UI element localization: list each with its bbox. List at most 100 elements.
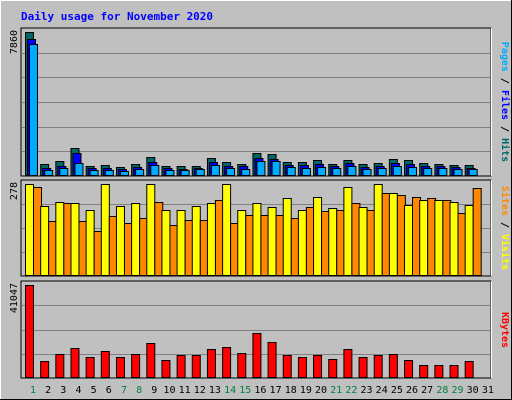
bar-visits-day-20 xyxy=(313,197,323,276)
bar-pages-day-10 xyxy=(165,170,175,176)
y-max-label: 7860 xyxy=(9,30,20,54)
bar-kbytes-day-25 xyxy=(388,354,398,378)
day-label-12: 12 xyxy=(194,385,206,396)
series-legend: KBytes xyxy=(499,312,510,348)
day-label-22: 22 xyxy=(345,385,357,396)
bar-kbytes-day-7 xyxy=(115,357,125,378)
bar-kbytes-day-12 xyxy=(191,355,201,378)
bar-visits-day-22 xyxy=(343,187,353,276)
day-label-4: 4 xyxy=(75,385,81,396)
bar-kbytes-day-24 xyxy=(373,355,383,378)
legend-separator: / xyxy=(499,216,510,234)
day-label-19: 19 xyxy=(300,385,312,396)
bar-kbytes-day-2 xyxy=(40,361,50,378)
bar-visits-day-14 xyxy=(222,184,232,276)
bar-pages-day-11 xyxy=(180,170,190,176)
day-label-6: 6 xyxy=(106,385,112,396)
bar-pages-day-12 xyxy=(195,169,205,176)
bar-kbytes-day-8 xyxy=(131,354,141,378)
day-label-10: 10 xyxy=(163,385,175,396)
panel-2: 278 Sites / Visits xyxy=(9,179,511,277)
bar-pages-day-13 xyxy=(210,165,220,176)
day-label-31: 31 xyxy=(482,385,494,396)
day-label-11: 11 xyxy=(179,385,191,396)
bar-visits-day-8 xyxy=(131,203,141,276)
day-label-24: 24 xyxy=(376,385,388,396)
bar-kbytes-day-18 xyxy=(282,355,292,378)
bar-pages-day-23 xyxy=(362,169,372,176)
bar-pages-day-17 xyxy=(271,161,281,176)
bar-kbytes-day-15 xyxy=(237,353,247,378)
bar-kbytes-day-19 xyxy=(297,357,307,378)
bar-visits-day-9 xyxy=(146,184,156,276)
day-label-30: 30 xyxy=(467,385,479,396)
bar-visits-day-30 xyxy=(464,205,474,276)
legend-files: Files xyxy=(499,90,511,120)
day-label-14: 14 xyxy=(224,385,236,396)
bar-kbytes-day-17 xyxy=(267,342,277,378)
legend-kbytes: KBytes xyxy=(499,312,510,348)
bar-kbytes-day-20 xyxy=(313,355,323,378)
bar-visits-day-28 xyxy=(434,200,444,276)
legend-separator: / xyxy=(499,72,510,90)
bar-visits-day-27 xyxy=(419,200,429,276)
legend-sites: Sites xyxy=(499,186,511,216)
bar-pages-day-28 xyxy=(438,168,448,176)
bar-visits-day-24 xyxy=(373,184,383,276)
bar-kbytes-day-13 xyxy=(206,349,216,378)
bar-pages-day-29 xyxy=(453,169,463,176)
bar-kbytes-day-4 xyxy=(70,348,80,378)
bar-pages-day-18 xyxy=(286,167,296,176)
bar-pages-day-9 xyxy=(150,165,160,176)
bar-visits-day-12 xyxy=(191,206,201,276)
day-label-20: 20 xyxy=(315,385,327,396)
bar-pages-day-19 xyxy=(301,168,311,176)
bar-kbytes-day-23 xyxy=(358,357,368,378)
day-axis: 1 2 3 4 5 6 7 8 9 10 11 12 13 14 15 16 17 18 19 20 21 22 23 24 2… xyxy=(30,385,494,396)
bar-sites-day-30 xyxy=(472,188,482,276)
day-label-15: 15 xyxy=(239,385,251,396)
bar-visits-day-13 xyxy=(206,203,216,276)
bar-pages-day-3 xyxy=(59,168,69,176)
bar-visits-day-18 xyxy=(282,198,292,276)
bar-kbytes-day-3 xyxy=(55,354,65,378)
day-label-13: 13 xyxy=(209,385,221,396)
bar-kbytes-day-26 xyxy=(404,360,414,378)
day-label-8: 8 xyxy=(136,385,142,396)
day-label-23: 23 xyxy=(361,385,373,396)
day-label-2: 2 xyxy=(45,385,51,396)
bar-kbytes-day-28 xyxy=(434,365,444,378)
bar-pages-day-21 xyxy=(332,168,342,176)
bar-visits-day-19 xyxy=(297,210,307,276)
bar-visits-day-6 xyxy=(100,184,110,276)
bar-kbytes-day-16 xyxy=(252,333,262,378)
bar-kbytes-day-14 xyxy=(222,347,232,378)
bar-pages-day-6 xyxy=(104,170,114,176)
day-label-29: 29 xyxy=(451,385,463,396)
bar-pages-day-22 xyxy=(347,166,357,176)
bar-visits-day-17 xyxy=(267,207,277,276)
day-label-17: 17 xyxy=(270,385,282,396)
bar-pages-day-15 xyxy=(241,169,251,176)
day-label-27: 27 xyxy=(421,385,433,396)
day-label-18: 18 xyxy=(285,385,297,396)
day-label-5: 5 xyxy=(91,385,97,396)
y-max-label: 278 xyxy=(9,182,20,200)
series-legend: Pages / Files / Hits xyxy=(499,42,511,162)
bar-pages-day-30 xyxy=(468,169,478,176)
day-label-28: 28 xyxy=(436,385,448,396)
bar-kbytes-day-9 xyxy=(146,343,156,378)
bar-visits-day-3 xyxy=(55,202,65,276)
day-label-9: 9 xyxy=(151,385,157,396)
day-label-26: 26 xyxy=(406,385,418,396)
legend-separator: / xyxy=(499,120,510,138)
day-label-25: 25 xyxy=(391,385,403,396)
y-max-label: 41047 xyxy=(9,283,20,313)
day-label-7: 7 xyxy=(121,385,127,396)
bar-visits-day-26 xyxy=(404,205,414,276)
legend-pages: Pages xyxy=(499,42,510,72)
bar-pages-day-7 xyxy=(119,171,129,176)
bar-visits-day-23 xyxy=(358,207,368,276)
bar-visits-day-4 xyxy=(70,203,80,276)
